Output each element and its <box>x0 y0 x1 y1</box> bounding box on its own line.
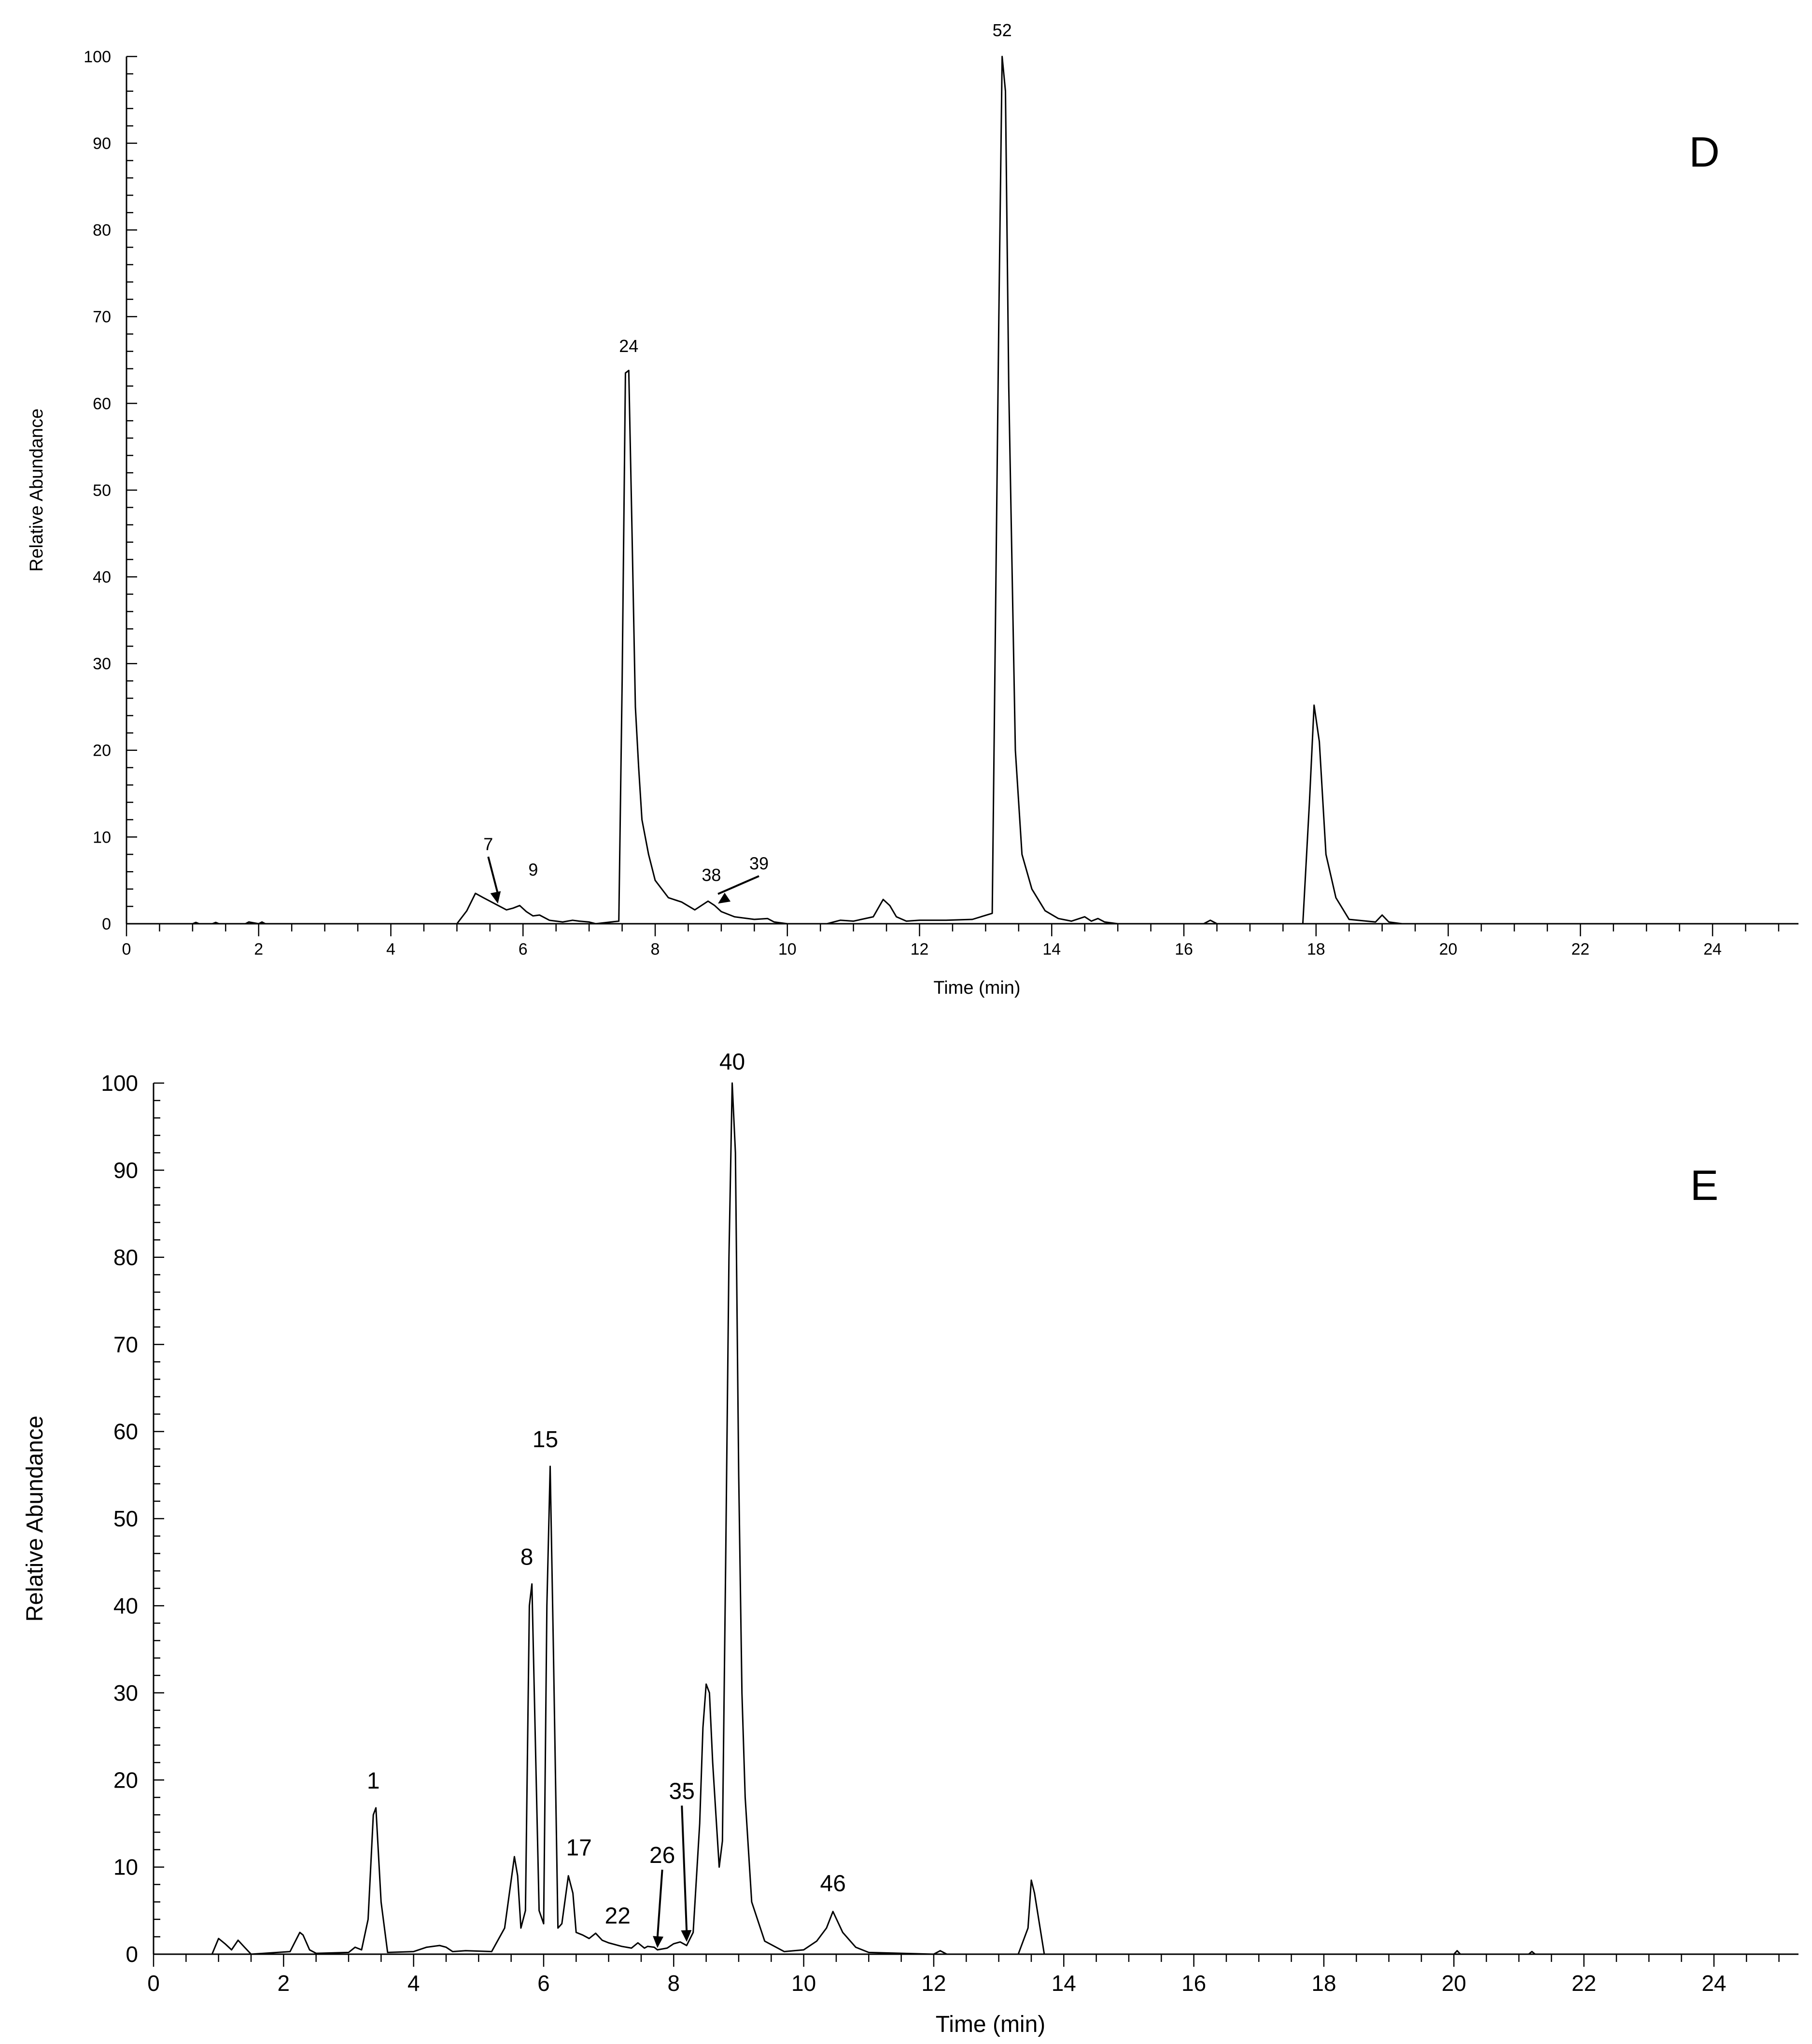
y-tick-label: 40 <box>113 1593 138 1619</box>
peak-label: 9 <box>528 860 538 879</box>
panel-letter: E <box>1690 1161 1719 1209</box>
y-tick-label: 50 <box>93 481 111 500</box>
x-tick-label: 6 <box>537 1971 550 1996</box>
x-tick-label: 24 <box>1701 1971 1726 1996</box>
peak-label: 22 <box>605 1903 631 1929</box>
peak-arrow-line <box>717 875 759 895</box>
x-axis-label: Time (min) <box>933 978 1020 998</box>
x-tick-label: 12 <box>921 1971 946 1996</box>
x-tick-label: 2 <box>278 1971 290 1996</box>
y-tick-label: 100 <box>101 1071 138 1096</box>
x-tick-label: 18 <box>1307 940 1325 959</box>
y-axis-label: Relative Abundance <box>22 1416 48 1622</box>
x-tick-label: 20 <box>1442 1971 1466 1996</box>
y-tick-label: 30 <box>93 655 111 673</box>
x-tick-label: 10 <box>791 1971 816 1996</box>
y-tick-label: 0 <box>126 1942 138 1967</box>
x-tick-label: 6 <box>519 940 528 959</box>
y-tick-label: 30 <box>113 1680 138 1706</box>
peak-arrow-head <box>718 892 731 904</box>
y-tick-label: 60 <box>113 1419 138 1444</box>
y-tick-label: 20 <box>113 1767 138 1792</box>
y-tick-label: 80 <box>93 221 111 240</box>
y-tick-label: 50 <box>113 1506 138 1531</box>
peak-label: 26 <box>649 1843 675 1868</box>
x-tick-label: 8 <box>651 940 660 959</box>
peak-arrow-line <box>656 1869 663 1939</box>
chromatogram-trace <box>126 56 1798 925</box>
peak-label: 35 <box>669 1778 695 1804</box>
panel-letter: D <box>1689 128 1720 176</box>
x-tick-label: 20 <box>1439 940 1458 959</box>
y-tick-label: 90 <box>93 135 111 153</box>
peak-label: 46 <box>820 1871 846 1897</box>
chromatogram-trace <box>154 1082 1798 1955</box>
x-tick-label: 16 <box>1175 940 1193 959</box>
peak-arrow-line <box>681 1805 688 1932</box>
y-tick-label: 80 <box>113 1245 138 1270</box>
y-tick-label: 70 <box>113 1332 138 1357</box>
peak-arrow-head <box>681 1930 692 1942</box>
x-tick-label: 16 <box>1181 1971 1206 1996</box>
y-tick-label: 90 <box>113 1158 138 1183</box>
x-tick-label: 4 <box>407 1971 420 1996</box>
x-tick-label: 8 <box>668 1971 680 1996</box>
x-tick-label: 12 <box>911 940 929 959</box>
x-tick-label: 14 <box>1052 1971 1076 1996</box>
y-tick-label: 20 <box>93 742 111 760</box>
x-axis-label: Time (min) <box>936 2012 1046 2037</box>
y-tick-label: 70 <box>93 308 111 326</box>
peak-label: 38 <box>702 865 721 885</box>
x-tick-label: 4 <box>386 940 395 959</box>
peak-label: 39 <box>749 853 769 873</box>
y-tick-label: 60 <box>93 395 111 413</box>
x-tick-label: 22 <box>1571 940 1589 959</box>
peak-label: 17 <box>566 1835 591 1861</box>
y-tick-label: 100 <box>84 48 111 66</box>
x-tick-label: 0 <box>147 1971 160 1996</box>
y-tick-label: 10 <box>93 828 111 846</box>
peak-label: 52 <box>993 20 1012 40</box>
peak-label: 15 <box>533 1427 558 1452</box>
y-axis-label: Relative Abundance <box>27 409 47 572</box>
peak-arrow-head <box>490 891 501 904</box>
x-tick-label: 22 <box>1572 1971 1596 1996</box>
x-tick-label: 18 <box>1311 1971 1336 1996</box>
peak-arrow-line <box>487 856 499 894</box>
y-tick-label: 0 <box>102 915 111 933</box>
peak-label: 8 <box>520 1544 534 1570</box>
x-tick-label: 24 <box>1703 940 1722 959</box>
x-tick-label: 0 <box>122 940 131 959</box>
x-tick-label: 2 <box>254 940 263 959</box>
x-tick-label: 10 <box>778 940 797 959</box>
peak-label: 40 <box>719 1049 745 1075</box>
peak-arrow-head <box>653 1936 664 1948</box>
y-tick-label: 40 <box>93 568 111 587</box>
peak-label: 1 <box>367 1768 380 1794</box>
peak-label: 24 <box>619 336 638 356</box>
x-tick-label: 14 <box>1042 940 1061 959</box>
y-tick-label: 10 <box>113 1855 138 1880</box>
peak-label: 7 <box>483 834 493 854</box>
